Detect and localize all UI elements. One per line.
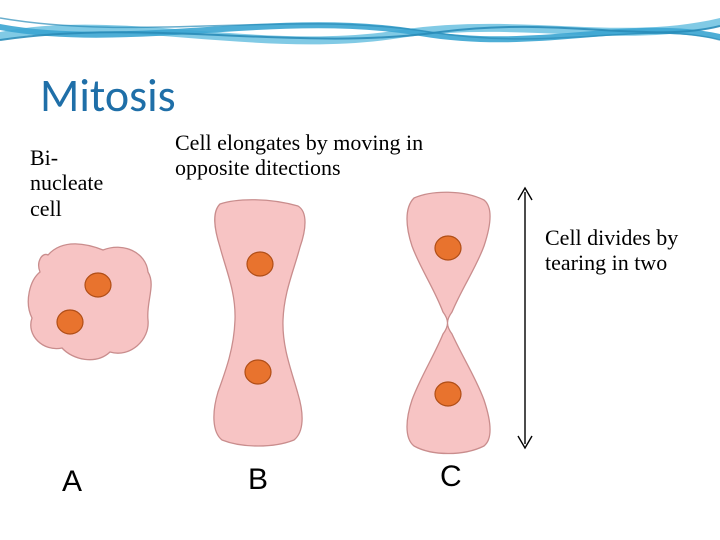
cell-c bbox=[390, 186, 505, 458]
label-binucleate: Bi-nucleatecell bbox=[30, 145, 140, 221]
cell-b bbox=[198, 192, 323, 452]
label-divides: Cell divides by tearing in two bbox=[545, 225, 705, 276]
stage-label-c: C bbox=[440, 460, 462, 494]
slide: Mitosis Bi-nucleatecell Cell elongates b… bbox=[0, 0, 720, 540]
diagram-area: Bi-nucleatecell Cell elongates by moving… bbox=[0, 130, 720, 515]
stage-label-b: B bbox=[248, 463, 268, 497]
division-arrow bbox=[510, 178, 540, 458]
stage-label-a: A bbox=[62, 465, 82, 499]
cell-a bbox=[18, 230, 163, 375]
label-elongates: Cell elongates by moving in opposite dit… bbox=[175, 130, 495, 181]
slide-title: Mitosis bbox=[40, 68, 176, 124]
wave-header bbox=[0, 0, 720, 70]
